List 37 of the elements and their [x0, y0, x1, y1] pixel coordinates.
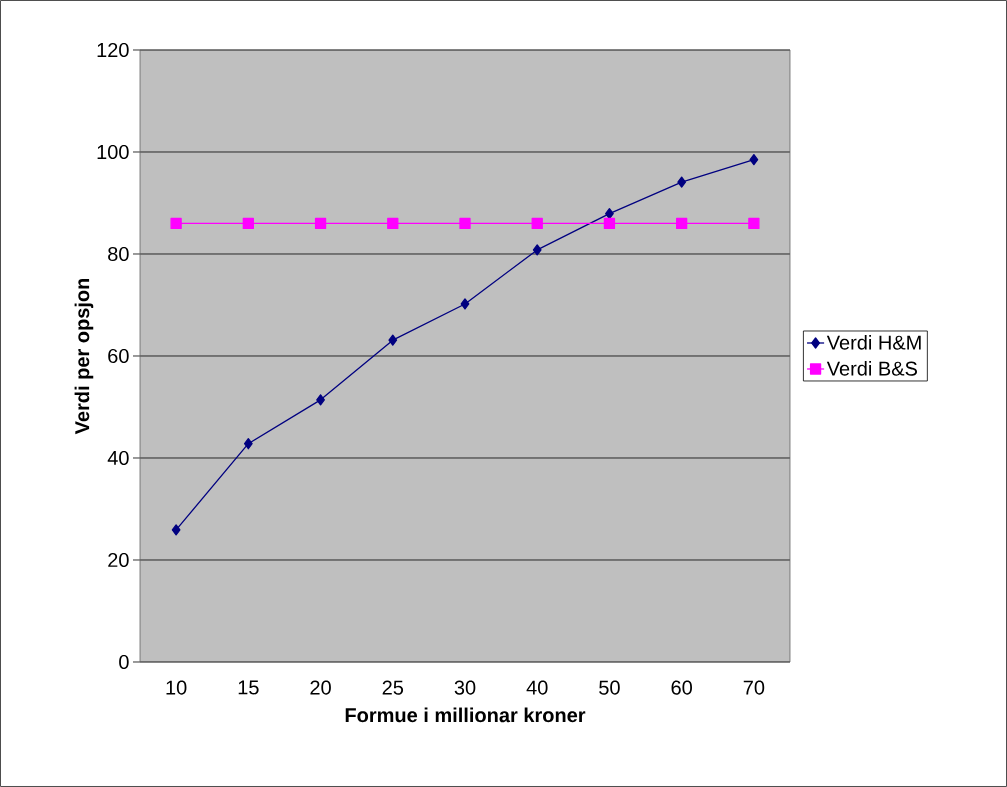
y-tick-label: 120 [97, 42, 129, 58]
y-tick-label: 80 [108, 246, 129, 262]
point [242, 217, 254, 230]
y-tick-label: 20 [108, 552, 129, 568]
point [316, 394, 325, 406]
legend-label: Verdi H&M [826, 335, 921, 350]
point [677, 176, 687, 188]
legend-label: Verdi B&S [826, 360, 917, 376]
x-tick-label: 40 [526, 680, 548, 695]
x-tick-label: 10 [166, 680, 187, 695]
point [531, 217, 543, 230]
point [748, 217, 760, 230]
x-tick-label: 15 [238, 680, 259, 695]
point [459, 217, 471, 230]
y-tick-label: 60 [108, 348, 129, 364]
point [460, 298, 470, 310]
x-tick-label: 20 [310, 680, 331, 695]
point [243, 438, 253, 450]
point [603, 217, 616, 230]
x-axis-title: Formue i millionar kroner [345, 707, 586, 723]
y-tick-label: 40 [107, 450, 129, 466]
x-tick-label: 30 [454, 680, 476, 695]
point [170, 217, 182, 230]
point [171, 524, 181, 536]
x-tick-label: 25 [382, 680, 404, 695]
point [388, 334, 398, 346]
point [387, 217, 399, 230]
point [676, 217, 688, 230]
y-axis-title: Verdi per opsjon [74, 278, 94, 435]
x-tick-label: 60 [671, 680, 692, 695]
x-tick-label: 70 [743, 680, 765, 695]
point [314, 217, 327, 230]
x-tick-label: 50 [599, 680, 620, 695]
y-tick-label: 100 [97, 144, 129, 160]
y-tick-label: 0 [119, 654, 129, 670]
point [532, 244, 542, 256]
point [749, 153, 759, 166]
